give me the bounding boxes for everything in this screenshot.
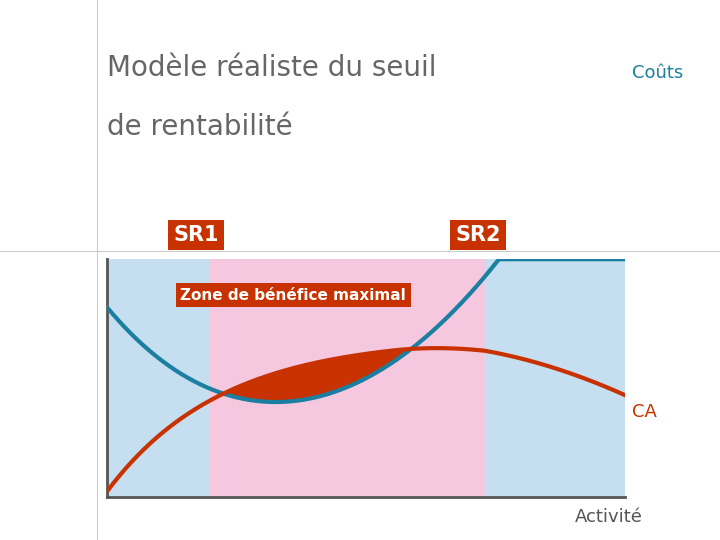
Text: de rentabilité: de rentabilité [107, 113, 292, 141]
Text: Modèle réaliste du seuil: Modèle réaliste du seuil [107, 54, 436, 82]
Bar [485, 259, 625, 497]
Text: SR2: SR2 [455, 225, 500, 245]
Bar [210, 259, 485, 497]
Text: Zone de bénéfice maximal: Zone de bénéfice maximal [180, 288, 406, 303]
Text: SR1: SR1 [173, 225, 219, 245]
Text: Activité: Activité [575, 508, 642, 525]
Text: CA: CA [632, 403, 657, 421]
Bar [107, 259, 210, 497]
Text: Coûts: Coûts [632, 64, 683, 82]
